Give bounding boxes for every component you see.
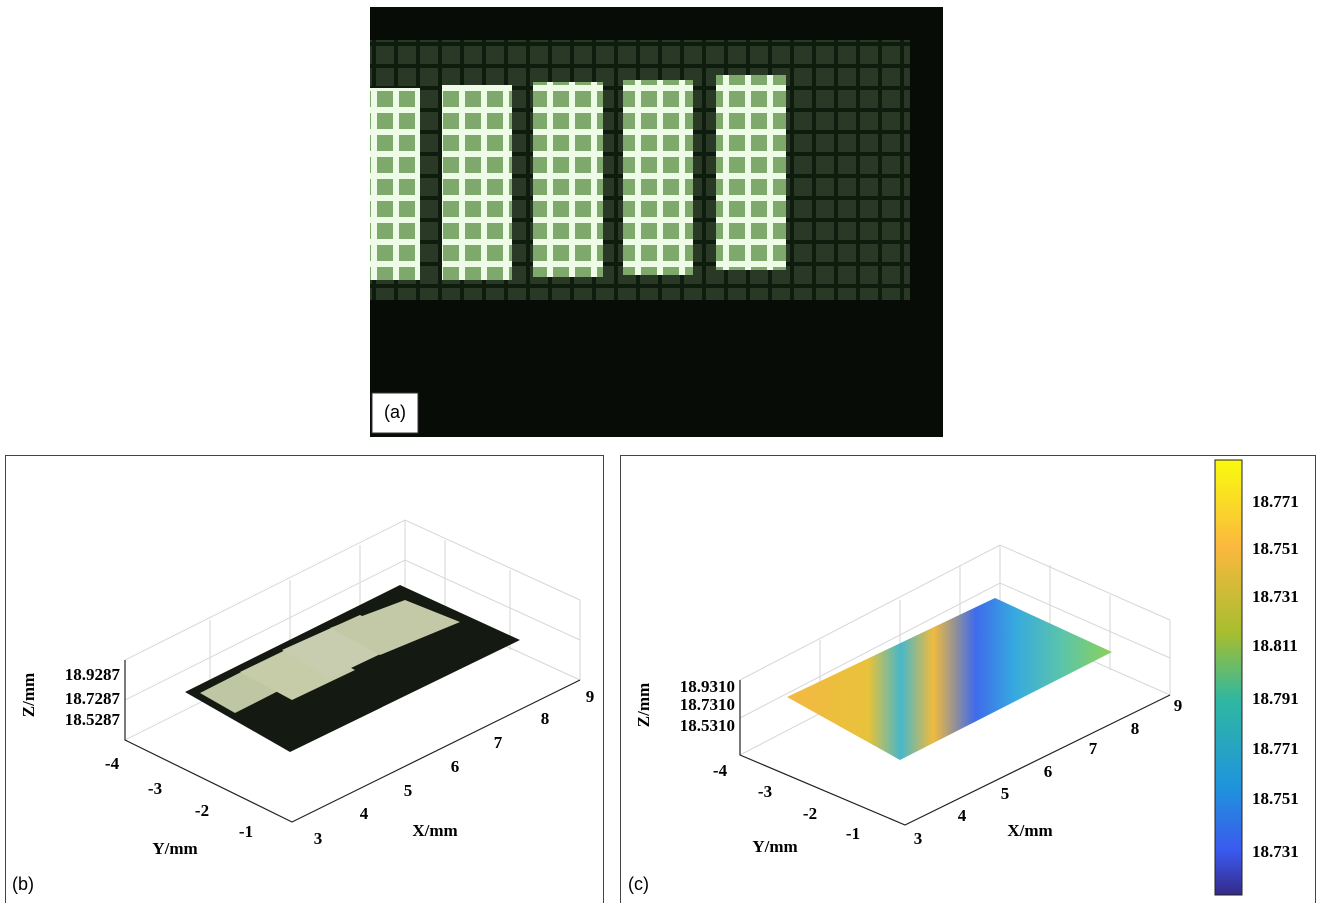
z-tick-label: 18.5287 (65, 710, 121, 729)
y-tick-label: -1 (239, 822, 253, 841)
colorbar-tick-label: 18.731 (1252, 842, 1299, 861)
colorbar-tick-label: 18.771 (1252, 492, 1299, 511)
z-axis-title: Z/mm (634, 683, 653, 727)
x-tick-label: 7 (1089, 739, 1098, 758)
x-axis-title: X/mm (412, 821, 457, 840)
y-tick-label: -2 (803, 804, 817, 823)
colorbar-tick-label: 18.771 (1252, 739, 1299, 758)
x-axis-title: X/mm (1007, 821, 1052, 840)
colorbar (1215, 460, 1242, 895)
x-tick-label: 8 (1131, 719, 1140, 738)
colorbar-tick-label: 18.731 (1252, 587, 1299, 606)
y-axis-title: Y/mm (152, 839, 197, 858)
x-tick-label: 9 (1174, 696, 1183, 715)
x-tick-label: 8 (541, 709, 550, 728)
x-tick-label: 7 (494, 733, 503, 752)
z-axis-title: Z/mm (19, 673, 38, 717)
panel-label: (b) (12, 874, 34, 894)
colorbar-tick-label: 18.791 (1252, 689, 1299, 708)
figure: (a) (b) (c) 18.9287 18.7287 18.5287 Z/mm -4 -… (0, 0, 1317, 903)
x-tick-label: 4 (360, 804, 369, 823)
x-tick-label: 6 (451, 757, 460, 776)
x-tick-label: 5 (1001, 784, 1010, 803)
y-tick-label: -3 (758, 782, 772, 801)
x-tick-label: 6 (1044, 762, 1053, 781)
x-tick-label: 9 (586, 687, 595, 706)
z-tick-label: 18.7310 (680, 695, 735, 714)
z-tick-label: 18.5310 (680, 716, 735, 735)
colorbar-tick-label: 18.811 (1252, 636, 1298, 655)
colorbar-tick-label: 18.751 (1252, 539, 1299, 558)
z-tick-label: 18.9310 (680, 677, 735, 696)
panel-label: (a) (384, 402, 406, 422)
z-tick-label: 18.9287 (65, 665, 121, 684)
y-tick-label: -4 (713, 761, 728, 780)
y-axis-title: Y/mm (752, 837, 797, 856)
x-tick-label: 3 (314, 829, 323, 848)
x-tick-label: 3 (914, 829, 923, 848)
x-tick-label: 5 (404, 781, 413, 800)
colorbar-tick-label: 18.751 (1252, 789, 1299, 808)
y-tick-label: -1 (846, 824, 860, 843)
z-tick-label: 18.7287 (65, 689, 121, 708)
x-tick-label: 4 (958, 806, 967, 825)
y-tick-label: -4 (105, 754, 120, 773)
y-tick-label: -2 (195, 801, 209, 820)
y-tick-label: -3 (148, 779, 162, 798)
panel-label: (c) (628, 874, 649, 894)
photo: (a) (370, 7, 943, 437)
